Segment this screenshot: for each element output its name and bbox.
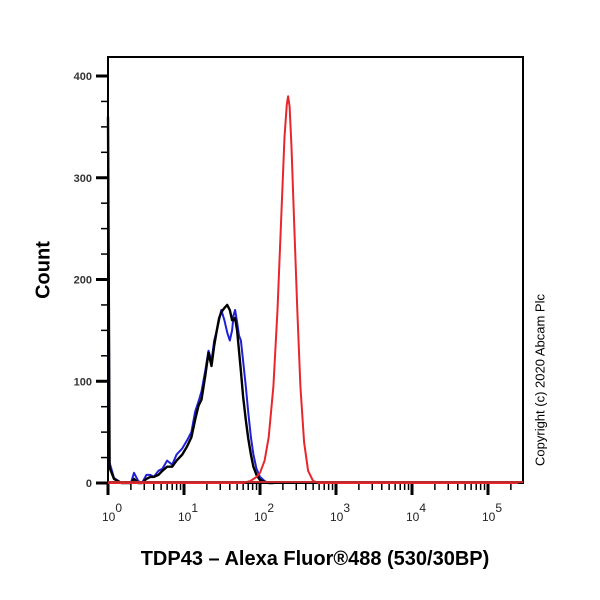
x-tick-label: 101 [178, 501, 198, 524]
x-tick-label: 100 [102, 501, 122, 524]
x-tick-label: 103 [330, 501, 350, 524]
x-tick-label: 105 [482, 501, 502, 524]
y-tick-label: 400 [74, 71, 92, 83]
x-axis-ticks: 100 101 102 103 104 105 [102, 483, 512, 524]
series-line-red [108, 95, 519, 484]
copyright-text: Copyright (c) 2020 Abcam Plc [532, 294, 548, 466]
y-axis-label-text: Count [32, 241, 55, 299]
y-axis-ticks: 0 100 200 300 400 [74, 71, 108, 490]
plot-area [107, 56, 524, 484]
x-tick-label: 104 [406, 501, 426, 524]
y-tick-label: 300 [74, 173, 92, 185]
y-tick-label: 200 [74, 275, 92, 287]
copyright-notice: Copyright (c) 2020 Abcam Plc [520, 250, 560, 510]
plot-frame [107, 56, 524, 484]
y-tick-label: 0 [86, 478, 92, 490]
y-axis-label: Count [14, 240, 74, 300]
x-axis-label: TDP43 – Alexa Fluor®488 (530/30BP) [140, 548, 490, 570]
x-tick-label: 102 [254, 501, 274, 524]
data-series [106, 95, 523, 485]
y-tick-label: 100 [74, 376, 92, 388]
